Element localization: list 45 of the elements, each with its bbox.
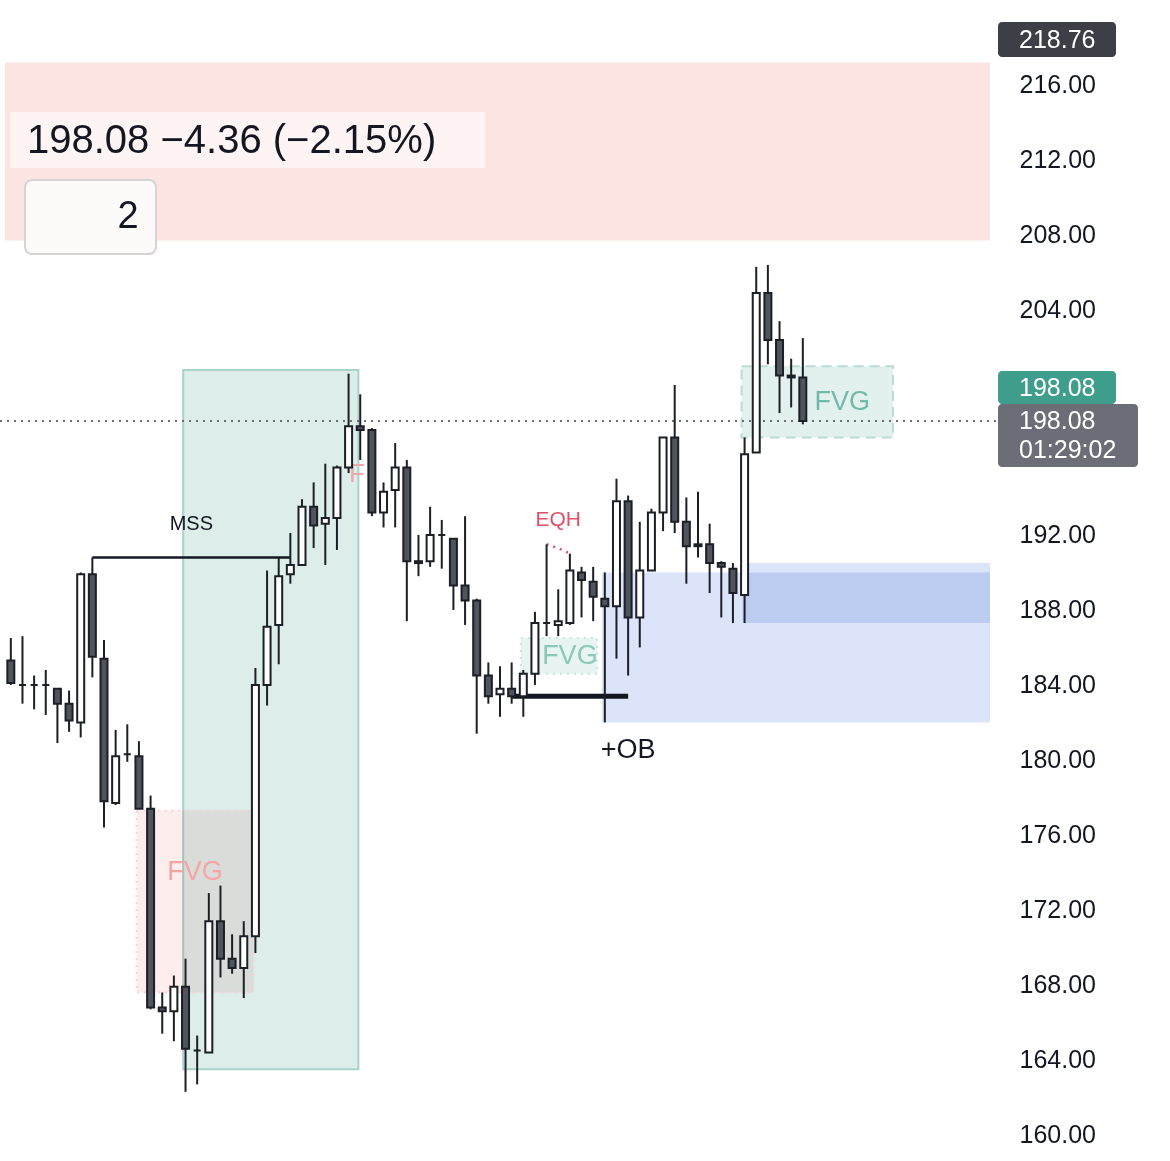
band-label: FVG (814, 385, 871, 416)
candlestick (588, 565, 598, 623)
candlestick (64, 689, 74, 733)
series-label: EQH (535, 507, 581, 531)
y-tick-label: 216.00 (1019, 70, 1096, 99)
candlestick (52, 687, 62, 745)
candlestick (716, 560, 726, 619)
candlestick (355, 393, 365, 461)
y-tick-label: 164.00 (1019, 1045, 1096, 1074)
y-tick-label: 212.00 (1019, 145, 1096, 174)
y-tick-label: 160.00 (1019, 1120, 1096, 1149)
y-tick-label: 188.00 (1019, 595, 1096, 624)
candlestick (6, 637, 16, 686)
y-tick-label: 176.00 (1019, 820, 1096, 849)
candlestick (390, 442, 400, 529)
y-tick-label: 168.00 (1019, 970, 1096, 999)
candlestick (495, 665, 505, 718)
y-tick-label: 192.00 (1019, 520, 1096, 549)
candlestick (577, 565, 587, 619)
candlestick (227, 933, 237, 975)
candlestick (413, 533, 423, 578)
text: 01:29:02 (1019, 434, 1117, 463)
annotation: 2 (117, 194, 139, 236)
candlestick (320, 462, 330, 566)
band-label: FVG (167, 855, 223, 886)
series-label: +OB (600, 734, 656, 765)
candlestick (553, 588, 563, 638)
candlestick (705, 522, 715, 595)
ref-line-label: 198.08 (1019, 405, 1096, 434)
y-tick-label: 184.00 (1019, 670, 1096, 699)
series-label: MSS (169, 512, 214, 535)
candlestick (460, 515, 470, 626)
y-tick-label: 172.00 (1019, 895, 1096, 924)
candlestick (157, 991, 167, 1035)
text: 198.08 (1019, 372, 1096, 401)
y-tick-label: 180.00 (1019, 745, 1096, 774)
text: 218.76 (1019, 24, 1096, 53)
y-tick-label: 204.00 (1019, 295, 1096, 324)
candlestick (483, 661, 493, 705)
candlestick (693, 490, 703, 559)
y-tick-label: 208.00 (1019, 220, 1096, 249)
text: 198.08 −4.36 (−2.15%) (27, 117, 437, 161)
candlestick (309, 481, 319, 550)
candlestick (379, 481, 389, 529)
band-label: FVG (542, 639, 598, 670)
